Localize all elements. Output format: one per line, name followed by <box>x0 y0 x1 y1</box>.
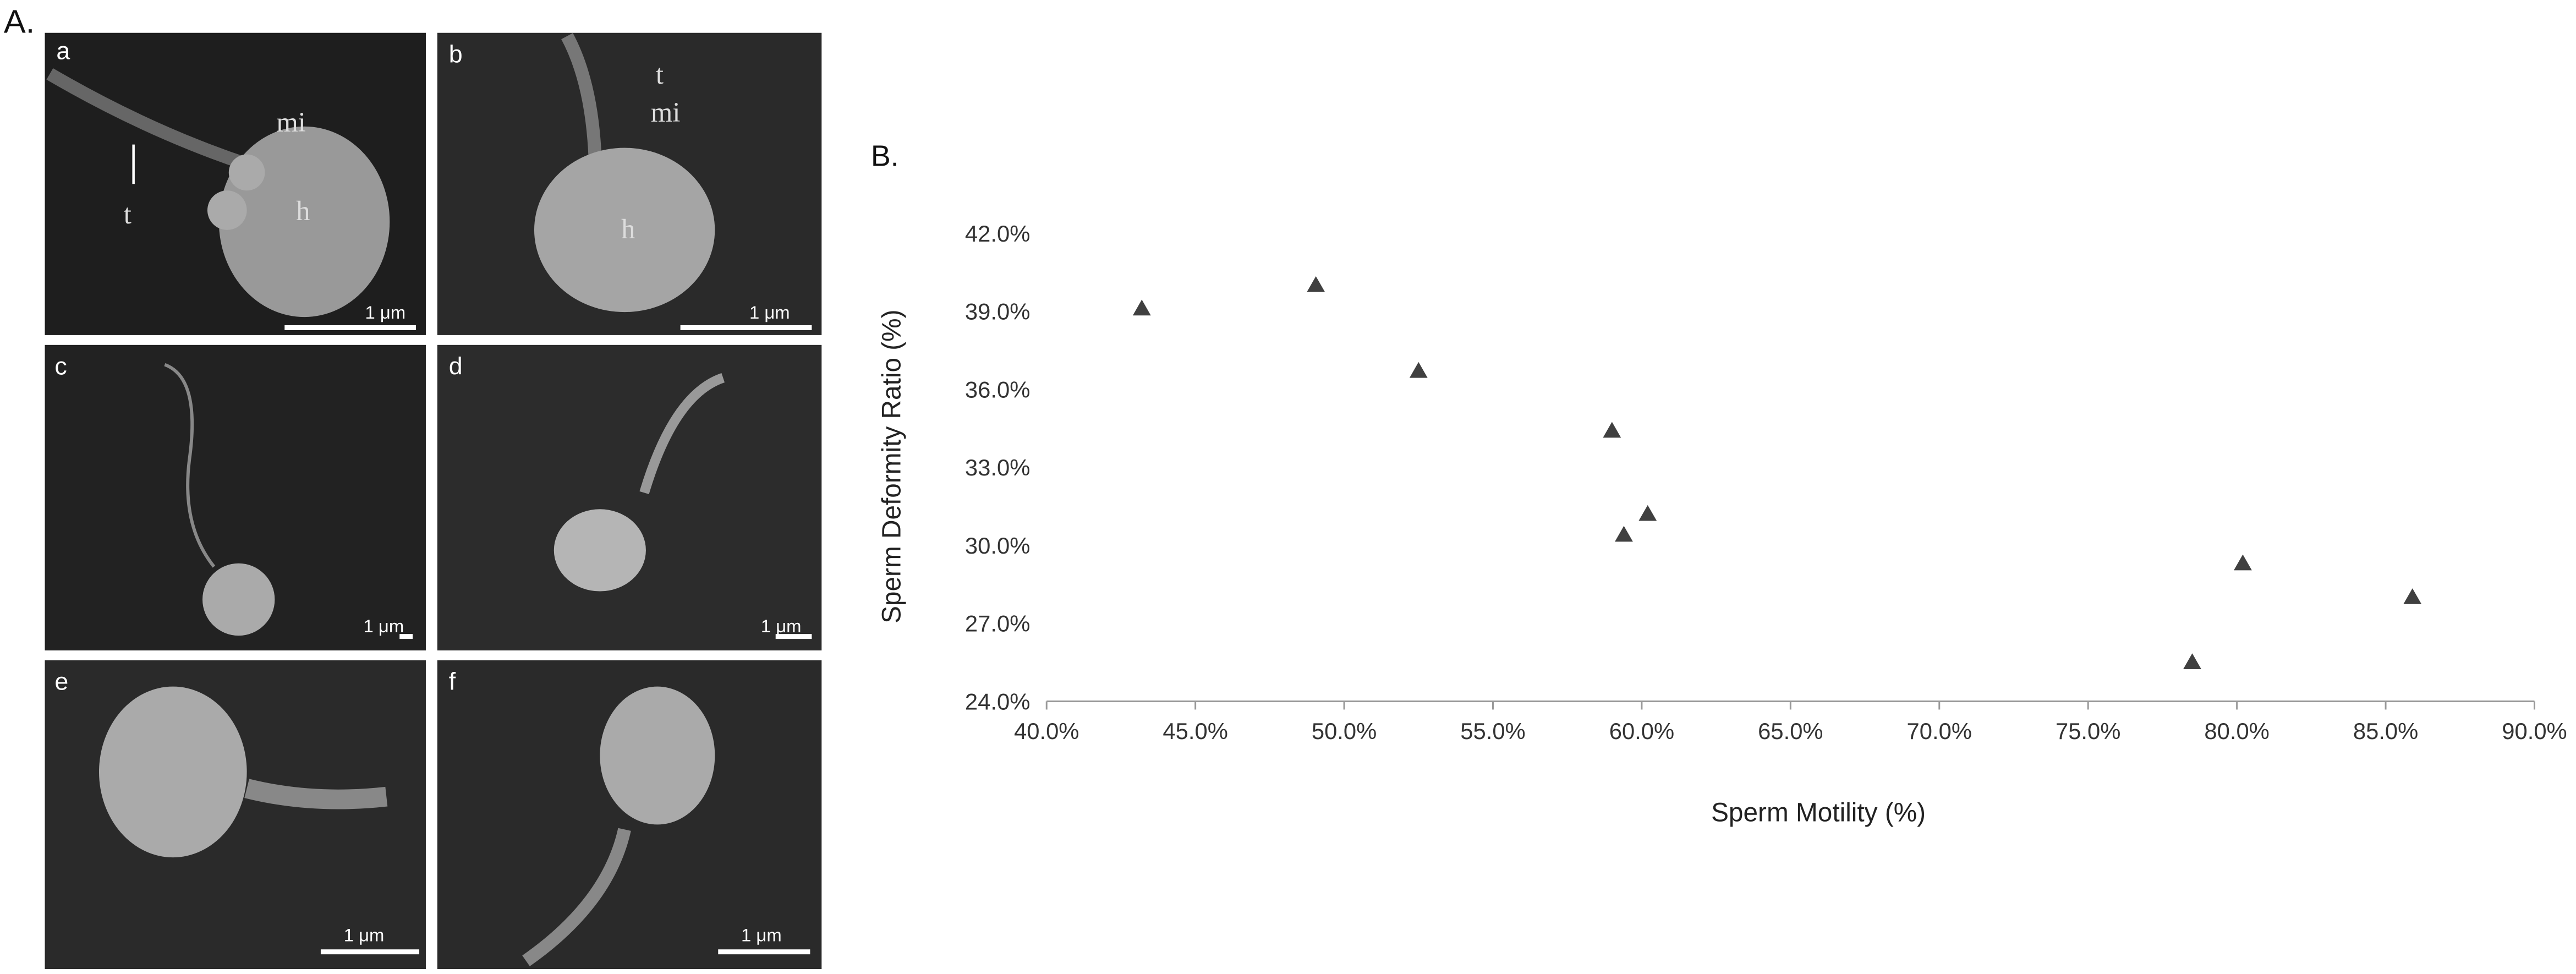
image-label: f <box>449 668 456 696</box>
x-tick-label: 80.0% <box>2204 718 2269 744</box>
y-tick-label: 24.0% <box>965 688 1030 714</box>
scale-label: 1 μm <box>344 924 385 945</box>
micrographs: a mi t h 1 μm b t mi h 1 μm c 1 μm d 1 μ… <box>45 32 822 970</box>
tail <box>522 828 631 966</box>
tail <box>639 373 725 495</box>
point <box>1307 276 1325 292</box>
point <box>1132 299 1151 316</box>
y-tick-label: 39.0% <box>965 299 1030 325</box>
scale-bar <box>284 325 416 330</box>
scale-bar <box>680 325 812 330</box>
head <box>534 147 715 313</box>
annotation: t <box>656 59 664 90</box>
scale-label: 1 μm <box>749 302 790 322</box>
image-label: a <box>56 37 70 64</box>
scale-label: 1 μm <box>761 616 802 636</box>
blob <box>228 154 265 191</box>
x-tick-label: 45.0% <box>1163 718 1227 744</box>
scale-bar <box>399 634 413 639</box>
annotation: t <box>124 199 131 229</box>
head <box>553 509 646 592</box>
blob <box>207 190 247 230</box>
x-tick-label: 65.0% <box>1758 718 1823 744</box>
panel-label: A. <box>4 3 35 40</box>
head <box>98 686 247 858</box>
image-label: d <box>449 353 463 380</box>
y-tick-label: 33.0% <box>965 455 1030 480</box>
annotation: mi <box>651 97 681 128</box>
point <box>1409 362 1428 378</box>
scale-label: 1 μm <box>365 302 406 322</box>
point <box>1638 505 1657 521</box>
micrograph <box>437 344 822 650</box>
x-axis-title: Sperm Motility (%) <box>1711 798 1926 827</box>
x-tick-label: 90.0% <box>2502 718 2567 744</box>
x-tick-label: 50.0% <box>1312 718 1377 744</box>
tail <box>164 363 216 568</box>
x-tick-label: 55.0% <box>1460 718 1525 744</box>
y-tick-label: 30.0% <box>965 533 1030 559</box>
tail <box>46 68 249 171</box>
image-label: c <box>54 353 67 380</box>
image-label: e <box>54 668 68 696</box>
panel-label: B. <box>871 139 899 172</box>
point <box>1615 526 1633 542</box>
x-tick-label: 60.0% <box>1609 718 1674 744</box>
point <box>2234 554 2252 571</box>
point <box>2403 588 2422 604</box>
head <box>600 686 715 825</box>
y-tick-label: 42.0% <box>965 221 1030 247</box>
point <box>2183 653 2201 669</box>
annotation: mi <box>276 107 306 138</box>
y-axis-title: Sperm Deformity Ratio (%) <box>878 309 907 623</box>
annotation: h <box>621 214 635 244</box>
x-tick-label: 70.0% <box>1907 718 1972 744</box>
tail <box>244 779 388 809</box>
y-tick-label: 36.0% <box>965 376 1030 402</box>
x-tick-label: 85.0% <box>2353 718 2418 744</box>
annotation: h <box>296 195 310 226</box>
scale-label: 1 μm <box>741 924 782 945</box>
head <box>202 563 275 636</box>
scale-bar <box>718 949 810 955</box>
scale-bar <box>320 949 420 955</box>
scale-bar <box>775 634 812 639</box>
tail <box>561 33 602 157</box>
x-tick-label: 75.0% <box>2056 718 2120 744</box>
y-tick-label: 27.0% <box>965 611 1030 637</box>
image-label: b <box>449 40 463 68</box>
point <box>1603 422 1621 438</box>
x-tick-label: 40.0% <box>1014 718 1079 744</box>
scale-label: 1 μm <box>364 616 404 636</box>
